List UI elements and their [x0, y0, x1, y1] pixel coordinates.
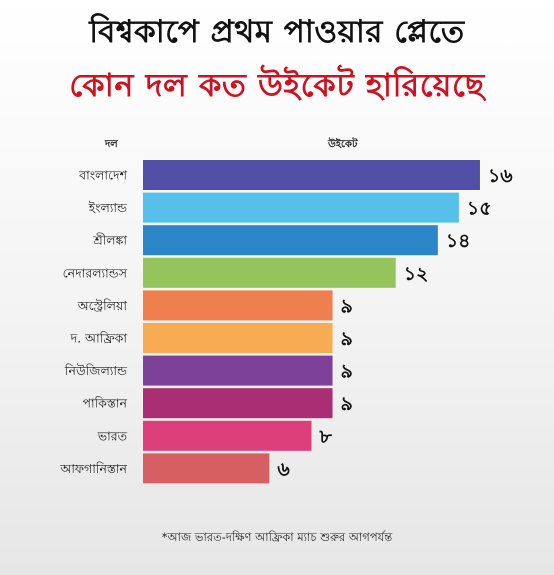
data-label: ৯ [341, 295, 353, 317]
data-label: ৬ [277, 458, 290, 480]
bar [143, 225, 438, 256]
data-label: ১৫ [467, 198, 492, 220]
data-label: ৯ [341, 361, 353, 383]
bar [143, 290, 333, 321]
category-label: দ. আফ্রিকা [70, 331, 128, 346]
y-axis-header: দল [105, 139, 118, 150]
category-label: পাকিস্তান [82, 396, 127, 411]
bar [143, 323, 333, 353]
data-label: ৯ [341, 328, 353, 350]
chart-title-line1: বিশ্বকাপে প্রথম পাওয়ার প্লেতে [89, 14, 465, 50]
bar [143, 453, 270, 484]
data-label: ১৪ [446, 230, 471, 252]
data-label: ৮ [318, 426, 332, 448]
category-label: নিউজিল্যান্ড [64, 363, 128, 378]
category-label: ভারত [97, 428, 128, 443]
chart-title-line2: কোন দল কত উইকেট হারিয়েছে [69, 66, 485, 104]
bar [143, 160, 480, 190]
category-label: আফগানিস্তান [59, 461, 127, 476]
category-label: ইংল্যান্ড [88, 200, 128, 215]
bar [143, 355, 333, 386]
bar [143, 388, 333, 419]
data-label: ৯ [341, 393, 353, 415]
bar [143, 257, 396, 288]
bar [143, 192, 459, 223]
category-label: বাংলাদেশ [78, 168, 127, 183]
x-axis-header: উইকেট [328, 139, 358, 150]
bar [143, 420, 312, 451]
footnote: *আজ ভারত-দক্ষিণ আফ্রিকা ম্যাচ শুরুর আগপর… [161, 530, 393, 544]
data-label: ১৬ [488, 165, 513, 187]
category-label: নেদারল্যান্ডস [63, 265, 128, 280]
data-label: ১২ [404, 263, 429, 285]
category-label: অস্ট্রেলিয়া [77, 298, 128, 313]
category-label: শ্রীলঙ্কা [92, 233, 127, 248]
